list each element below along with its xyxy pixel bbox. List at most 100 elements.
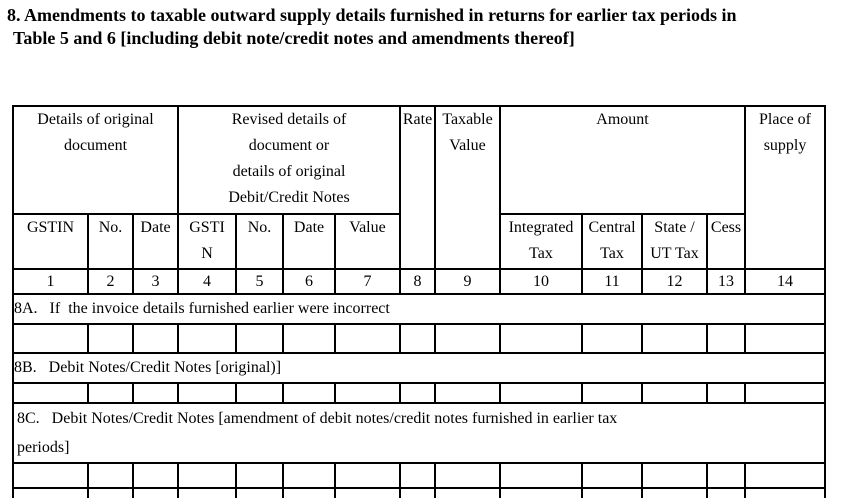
empty-cell xyxy=(282,462,337,489)
empty-cell xyxy=(399,487,437,498)
empty-cell xyxy=(581,382,644,404)
empty-cell xyxy=(131,487,180,498)
empty-cell xyxy=(706,487,747,498)
subheader-central-tax: Central Tax xyxy=(581,213,644,270)
empty-cell xyxy=(131,462,180,489)
section-title: 8. Amendments to taxable outward supply … xyxy=(7,4,845,50)
empty-cell xyxy=(177,323,238,354)
header-revised-details: Revised details of document or details o… xyxy=(177,105,402,215)
empty-cell xyxy=(282,382,337,404)
empty-cell xyxy=(641,487,709,498)
entry-row-8a xyxy=(12,323,827,354)
empty-cell xyxy=(87,323,134,354)
column-number-10: 10 xyxy=(499,268,584,295)
subheader-state-ut-tax: State / UT Tax xyxy=(641,213,709,270)
column-number-7: 7 xyxy=(334,268,402,295)
empty-cell xyxy=(499,323,584,354)
empty-cell xyxy=(744,382,827,404)
subheader-revised-gstin: GSTI N xyxy=(177,213,238,270)
section-8a-label: 8A. If the invoice details furnished ear… xyxy=(11,293,827,325)
subheader-original-gstin: GSTIN xyxy=(12,213,89,270)
empty-cell xyxy=(641,382,709,404)
empty-cell xyxy=(641,323,709,354)
column-number-8: 8 xyxy=(399,268,437,295)
empty-cell xyxy=(12,462,89,489)
empty-cell xyxy=(282,487,337,498)
column-number-9: 9 xyxy=(434,268,502,295)
empty-cell xyxy=(235,487,285,498)
entry-row-8c xyxy=(12,462,827,489)
entry-row-8b xyxy=(12,382,827,404)
empty-cell xyxy=(177,462,238,489)
empty-cell xyxy=(744,462,827,489)
section-8b-label: 8B. Debit Notes/Credit Notes [original)] xyxy=(11,352,827,384)
empty-cell xyxy=(235,382,285,404)
subheader-revised-value: Value xyxy=(334,213,402,270)
header-taxable-value: Taxable Value xyxy=(434,105,502,270)
column-number-13: 13 xyxy=(706,268,747,295)
header-rate: Rate xyxy=(399,105,437,270)
empty-cell xyxy=(87,382,134,404)
empty-cell xyxy=(12,382,89,404)
empty-cell xyxy=(177,487,238,498)
empty-cell xyxy=(434,487,502,498)
empty-cell xyxy=(581,462,644,489)
column-number-12: 12 xyxy=(641,268,709,295)
empty-cell xyxy=(334,323,402,354)
empty-cell xyxy=(499,487,584,498)
column-number-11: 11 xyxy=(581,268,644,295)
empty-cell xyxy=(641,462,709,489)
column-number-4: 4 xyxy=(177,268,238,295)
header-place-of-supply: Place of supply xyxy=(744,105,827,270)
section-8c-row: 8C. Debit Notes/Credit Notes [amendment … xyxy=(11,402,827,464)
empty-cell xyxy=(282,323,337,354)
empty-cell xyxy=(434,462,502,489)
subheader-integrated-tax: Integrated Tax xyxy=(499,213,584,270)
section-8c-label: 8C. Debit Notes/Credit Notes [amendment … xyxy=(11,402,827,464)
empty-cell xyxy=(434,323,502,354)
header-row-sub: GSTIN No. Date GSTI N No. Date Value Int… xyxy=(12,213,825,270)
empty-cell xyxy=(131,382,180,404)
empty-cell xyxy=(581,487,644,498)
empty-cell xyxy=(706,382,747,404)
subheader-revised-date: Date xyxy=(282,213,337,270)
header-row-groups: Details of original document Revised det… xyxy=(11,105,827,270)
amendments-table: Details of original document Revised det… xyxy=(11,105,827,498)
header-details-original-document: Details of original document xyxy=(11,105,180,215)
empty-cell xyxy=(12,487,89,498)
column-number-2: 2 xyxy=(87,268,134,295)
empty-cell xyxy=(499,382,584,404)
empty-cell xyxy=(334,487,402,498)
empty-cell xyxy=(177,382,238,404)
empty-cell xyxy=(334,462,402,489)
empty-cell xyxy=(131,323,180,354)
empty-cell xyxy=(399,462,437,489)
header-amount: Amount xyxy=(499,105,747,215)
empty-cell xyxy=(12,323,89,354)
subheader-original-no: No. xyxy=(87,213,134,270)
column-number-3: 3 xyxy=(131,268,180,295)
empty-cell xyxy=(581,323,644,354)
empty-cell xyxy=(87,487,134,498)
empty-cell xyxy=(499,462,584,489)
empty-cell xyxy=(399,382,437,404)
empty-cell xyxy=(434,382,502,404)
empty-cell xyxy=(235,323,285,354)
column-number-1: 1 xyxy=(12,268,89,295)
section-8b-row: 8B. Debit Notes/Credit Notes [original)] xyxy=(11,352,827,384)
empty-cell xyxy=(706,323,747,354)
empty-cell xyxy=(235,462,285,489)
column-number-14: 14 xyxy=(744,268,827,295)
empty-cell xyxy=(706,462,747,489)
subheader-revised-no: No. xyxy=(235,213,285,270)
subheader-original-date: Date xyxy=(131,213,180,270)
title-line-1: 8. Amendments to taxable outward supply … xyxy=(7,5,737,25)
title-line-2: Table 5 and 6 [including debit note/cred… xyxy=(13,28,575,48)
column-number-6: 6 xyxy=(282,268,337,295)
empty-cell xyxy=(399,323,437,354)
column-number-row: 1 2 3 4 5 6 7 8 9 10 11 12 13 14 xyxy=(12,268,827,295)
empty-cell xyxy=(87,462,134,489)
empty-cell xyxy=(744,487,827,498)
entry-row-cutoff xyxy=(12,487,827,498)
